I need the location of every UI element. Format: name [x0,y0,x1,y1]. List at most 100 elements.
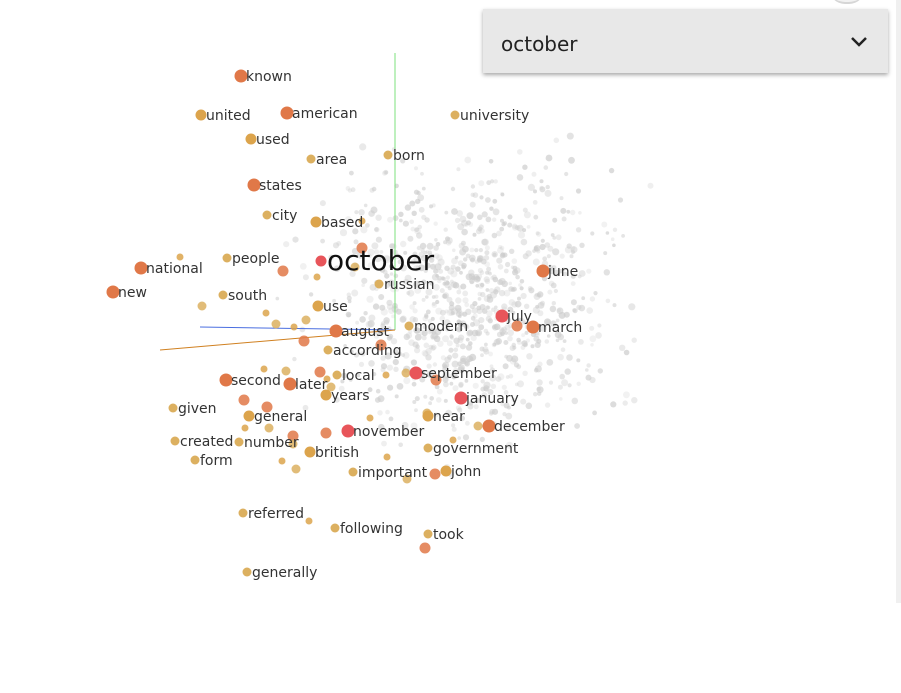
word-point-states[interactable]: states [247,178,302,194]
background-point [524,330,529,335]
background-point [492,198,498,204]
word-point-generally[interactable]: generally [242,565,318,581]
background-point [578,270,586,277]
word-point-second[interactable]: second [219,373,281,389]
background-point [492,342,497,347]
background-point [492,217,497,222]
word-point-years[interactable]: years [320,388,370,404]
word-point-russian[interactable]: russian [374,277,435,293]
word-point-december[interactable]: december [482,419,565,435]
word-point-november[interactable]: november [341,424,425,440]
word-point-area[interactable]: area [306,152,348,168]
word-point-born[interactable]: born [383,148,425,164]
background-point [500,192,505,197]
word-point-american[interactable]: american [280,106,358,122]
background-point [544,339,550,344]
neighbor-point [290,323,298,331]
background-point [527,286,533,291]
background-point [435,307,443,315]
background-point [518,317,522,322]
background-point [445,409,453,417]
word-label: new [118,285,147,301]
word-point-south[interactable]: south [218,288,268,304]
word-point-people[interactable]: people [222,251,280,267]
background-point [496,257,503,264]
word-point-july[interactable]: july [495,309,532,325]
top-corner-control[interactable] [829,0,865,4]
word-point-based[interactable]: based [310,215,364,231]
background-point [533,246,539,252]
background-point [361,283,366,288]
word-label: according [333,343,402,359]
word-point-given[interactable]: given [168,401,217,417]
background-point [450,311,455,316]
scrollbar[interactable] [896,0,901,603]
background-point [570,281,576,286]
word-point-marker [134,261,148,275]
background-point [608,167,615,174]
background-point [550,320,557,327]
word-point-according[interactable]: according [323,343,402,359]
word-select-dropdown[interactable]: october [483,9,888,73]
word-point-following[interactable]: following [330,521,403,537]
word-point-created[interactable]: created [170,434,234,450]
word-point-national[interactable]: national [134,261,203,277]
background-point [358,361,365,367]
word-point-new[interactable]: new [106,285,147,301]
word-point-january[interactable]: january [454,391,519,407]
background-point [419,242,427,250]
background-point [548,380,554,385]
word-point-took[interactable]: took [423,527,465,543]
word-point-referred[interactable]: referred [238,506,305,522]
word-point-university[interactable]: university [450,108,530,124]
background-point [338,385,345,392]
word-point-marker [234,437,244,447]
background-point [444,325,450,332]
background-point [404,204,412,211]
word-point-near[interactable]: near [422,409,466,425]
background-point [524,303,530,309]
word-point-marker [526,320,540,334]
word-point-general[interactable]: general [243,409,308,425]
word-label: july [506,309,532,325]
word-point-city[interactable]: city [262,208,298,224]
background-point [351,289,359,297]
word-point-government[interactable]: government [423,441,519,457]
word-point-important[interactable]: important [348,465,428,481]
background-point [430,316,435,321]
word-point-john[interactable]: john [440,464,482,480]
word-point-used[interactable]: used [245,132,290,148]
background-point [394,394,399,399]
word-point-modern[interactable]: modern [404,319,469,335]
word-point-known[interactable]: known [234,69,292,85]
background-point [509,345,516,351]
background-point [371,186,377,192]
background-point [522,164,528,170]
word-point-august[interactable]: august [329,324,390,340]
background-point [553,288,559,294]
background-point [463,257,468,262]
word-point-local[interactable]: local [332,368,375,384]
word-point-number[interactable]: number [234,435,299,451]
word-point-marker [280,106,294,120]
background-point [479,436,485,442]
word-point-form[interactable]: form [190,453,233,469]
word-point-united[interactable]: united [195,108,251,124]
focus-word-group[interactable]: october [315,244,435,277]
background-point [511,301,518,308]
background-point [416,232,423,239]
background-point [477,297,482,301]
word-point-use[interactable]: use [312,299,348,315]
background-point [486,305,491,310]
word-point-british[interactable]: british [304,445,360,461]
word-point-june[interactable]: june [536,264,579,280]
background-point [478,317,485,324]
word-point-march[interactable]: march [526,320,583,336]
background-point [448,308,456,316]
background-point [442,281,447,286]
word-point-later[interactable]: later [283,377,328,393]
word-point-september[interactable]: september [409,366,498,382]
background-point [380,367,386,373]
background-point [502,412,507,417]
